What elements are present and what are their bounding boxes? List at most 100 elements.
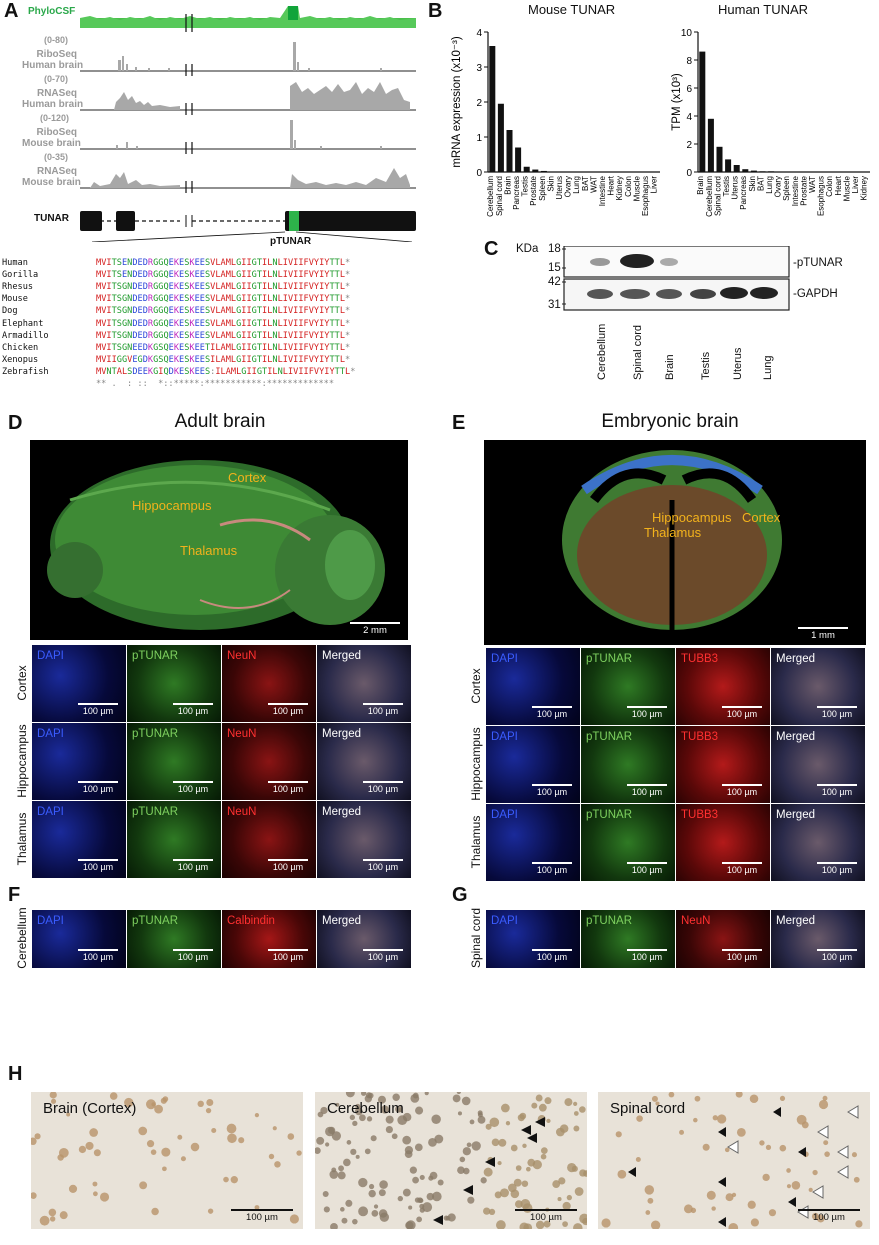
cell-nucleus: [541, 1147, 548, 1154]
micrograph-tubb3: TUBB3 100 µm: [676, 648, 770, 725]
cell-nucleus: [751, 1218, 759, 1226]
scale-bar-100um: 100 µm: [722, 949, 762, 962]
cell-nucleus: [544, 1097, 551, 1104]
bar: [725, 159, 731, 172]
lane-label: Cerebellum: [596, 324, 608, 380]
alignment-sequence: MVITSGNDEDRGGQEKESKEESVLAMLGIIGTILNLIVII…: [96, 294, 350, 305]
scale-bar-label: 100 µm: [83, 862, 113, 872]
row-label: Thalamus: [15, 789, 29, 889]
scale-bar-100um: 100 µm: [515, 1209, 577, 1223]
scale-bar-label: 100 µm: [537, 787, 567, 797]
ihc-title: Brain (Cortex): [43, 1100, 136, 1117]
chart-human-tunar: TPM (x10³)0246810Brain Cerebellum Spinal c…: [668, 18, 878, 240]
cell-nucleus: [526, 1167, 531, 1172]
bar: [759, 171, 765, 172]
lane-label: Testis: [700, 352, 712, 380]
genome-track-plot: [80, 2, 420, 242]
arrowhead-marker: [773, 1107, 781, 1117]
cell-nucleus: [419, 1204, 424, 1209]
channel-label: DAPI: [37, 915, 64, 927]
scale-bar-100um: 100 µm: [173, 703, 213, 716]
cell-nucleus: [198, 1101, 204, 1107]
cell-nucleus: [371, 1210, 378, 1217]
cell-nucleus: [463, 1147, 471, 1155]
cell-nucleus: [823, 1140, 828, 1145]
cell-nucleus: [154, 1105, 163, 1114]
channel-label: pTUNAR: [132, 728, 178, 740]
scale-bar-100um: 100 µm: [532, 949, 572, 962]
bar: [828, 172, 834, 173]
cell-nucleus: [405, 1146, 413, 1154]
cell-nucleus: [415, 1107, 423, 1115]
scale-bar-label: 100 µm: [727, 952, 757, 962]
bar: [794, 172, 800, 173]
lane-label: Brain: [664, 354, 676, 380]
cell-nucleus: [92, 1182, 97, 1187]
y-tick-label: 1: [476, 133, 482, 144]
axis-break-marks: [186, 14, 192, 193]
alignment-species: Mouse: [2, 294, 28, 305]
cell-nucleus: [645, 1210, 650, 1215]
scale-bar-label: 100 µm: [822, 709, 852, 719]
scale-bar-label: 100 µm: [368, 706, 398, 716]
cell-nucleus: [748, 1201, 756, 1209]
cell-nucleus: [691, 1208, 696, 1213]
cell-nucleus: [206, 1099, 213, 1106]
cell-nucleus: [274, 1161, 281, 1168]
gene-label-tunar: TUNAR: [34, 213, 69, 224]
scale-bar-label: 100 µm: [273, 784, 303, 794]
alignment-sequence: MVIIGGVEGDKGSQEKESKEESILAMLGIIGTILNLIVII…: [96, 355, 350, 366]
cell-nucleus: [139, 1181, 147, 1189]
cell-nucleus: [762, 1174, 769, 1181]
cell-nucleus: [558, 1197, 562, 1201]
micrograph-ptunar: pTUNAR 100 µm: [127, 723, 221, 800]
open-arrowhead-marker: [838, 1166, 848, 1178]
y-tick-label: 10: [681, 28, 693, 39]
bar: [777, 172, 783, 173]
channel-label: Merged: [776, 809, 815, 821]
region-hippocampus-adult: Hippocampus: [132, 498, 212, 513]
cell-nucleus: [514, 1179, 522, 1187]
cell-nucleus: [428, 1176, 433, 1181]
micrograph-dapi: DAPI 100 µm: [486, 804, 580, 881]
arrowhead-marker: [788, 1197, 796, 1207]
bar: [567, 172, 573, 173]
scale-bar-100um: 100 µm: [173, 859, 213, 872]
cell-nucleus: [496, 1220, 506, 1229]
scale-bar-label: 100 µm: [537, 709, 567, 719]
cell-nucleus: [533, 1160, 542, 1169]
cell-nucleus: [402, 1136, 411, 1145]
micrograph-dapi: DAPI 100 µm: [32, 801, 126, 878]
region-cortex-embryo: Cortex: [742, 510, 780, 525]
scale-bar-1mm: 1 mm: [798, 627, 848, 641]
cell-nucleus: [522, 1180, 529, 1187]
channel-label: Merged: [776, 915, 815, 927]
panel-letter-g: G: [452, 884, 468, 907]
cell-nucleus: [315, 1147, 321, 1154]
ihc-title: Spinal cord: [610, 1100, 685, 1117]
alignment-species: Dog: [2, 306, 18, 317]
y-tick-label: 2: [686, 140, 692, 151]
cell-nucleus: [546, 1119, 550, 1123]
cell-nucleus: [636, 1157, 641, 1162]
channel-label: pTUNAR: [586, 653, 632, 665]
channel-label: TUBB3: [681, 731, 718, 743]
cell-nucleus: [177, 1135, 182, 1140]
cell-nucleus: [472, 1141, 481, 1150]
cell-nucleus: [573, 1223, 582, 1229]
chart-mouse-tunar: mRNA expression (x10⁻³)01234Cerebellum Sp…: [448, 18, 668, 240]
cell-nucleus: [812, 1170, 817, 1175]
cell-nucleus: [478, 1112, 483, 1117]
cell-nucleus: [161, 1148, 170, 1157]
micrograph-dapi: DAPI 100 µm: [32, 645, 126, 722]
cell-nucleus: [368, 1190, 375, 1197]
micrograph-tubb3: TUBB3 100 µm: [676, 726, 770, 803]
scale-bar-100um: 100 µm: [817, 862, 857, 875]
scale-bar-label: 100 µm: [632, 709, 662, 719]
cell-nucleus: [518, 1114, 525, 1121]
scale-bar-100um: 100 µm: [532, 862, 572, 875]
cell-nucleus: [601, 1218, 610, 1227]
scale-bar-100um: 100 µm: [363, 859, 403, 872]
bar: [506, 130, 512, 172]
scale-bar-label: 100 µm: [273, 862, 303, 872]
